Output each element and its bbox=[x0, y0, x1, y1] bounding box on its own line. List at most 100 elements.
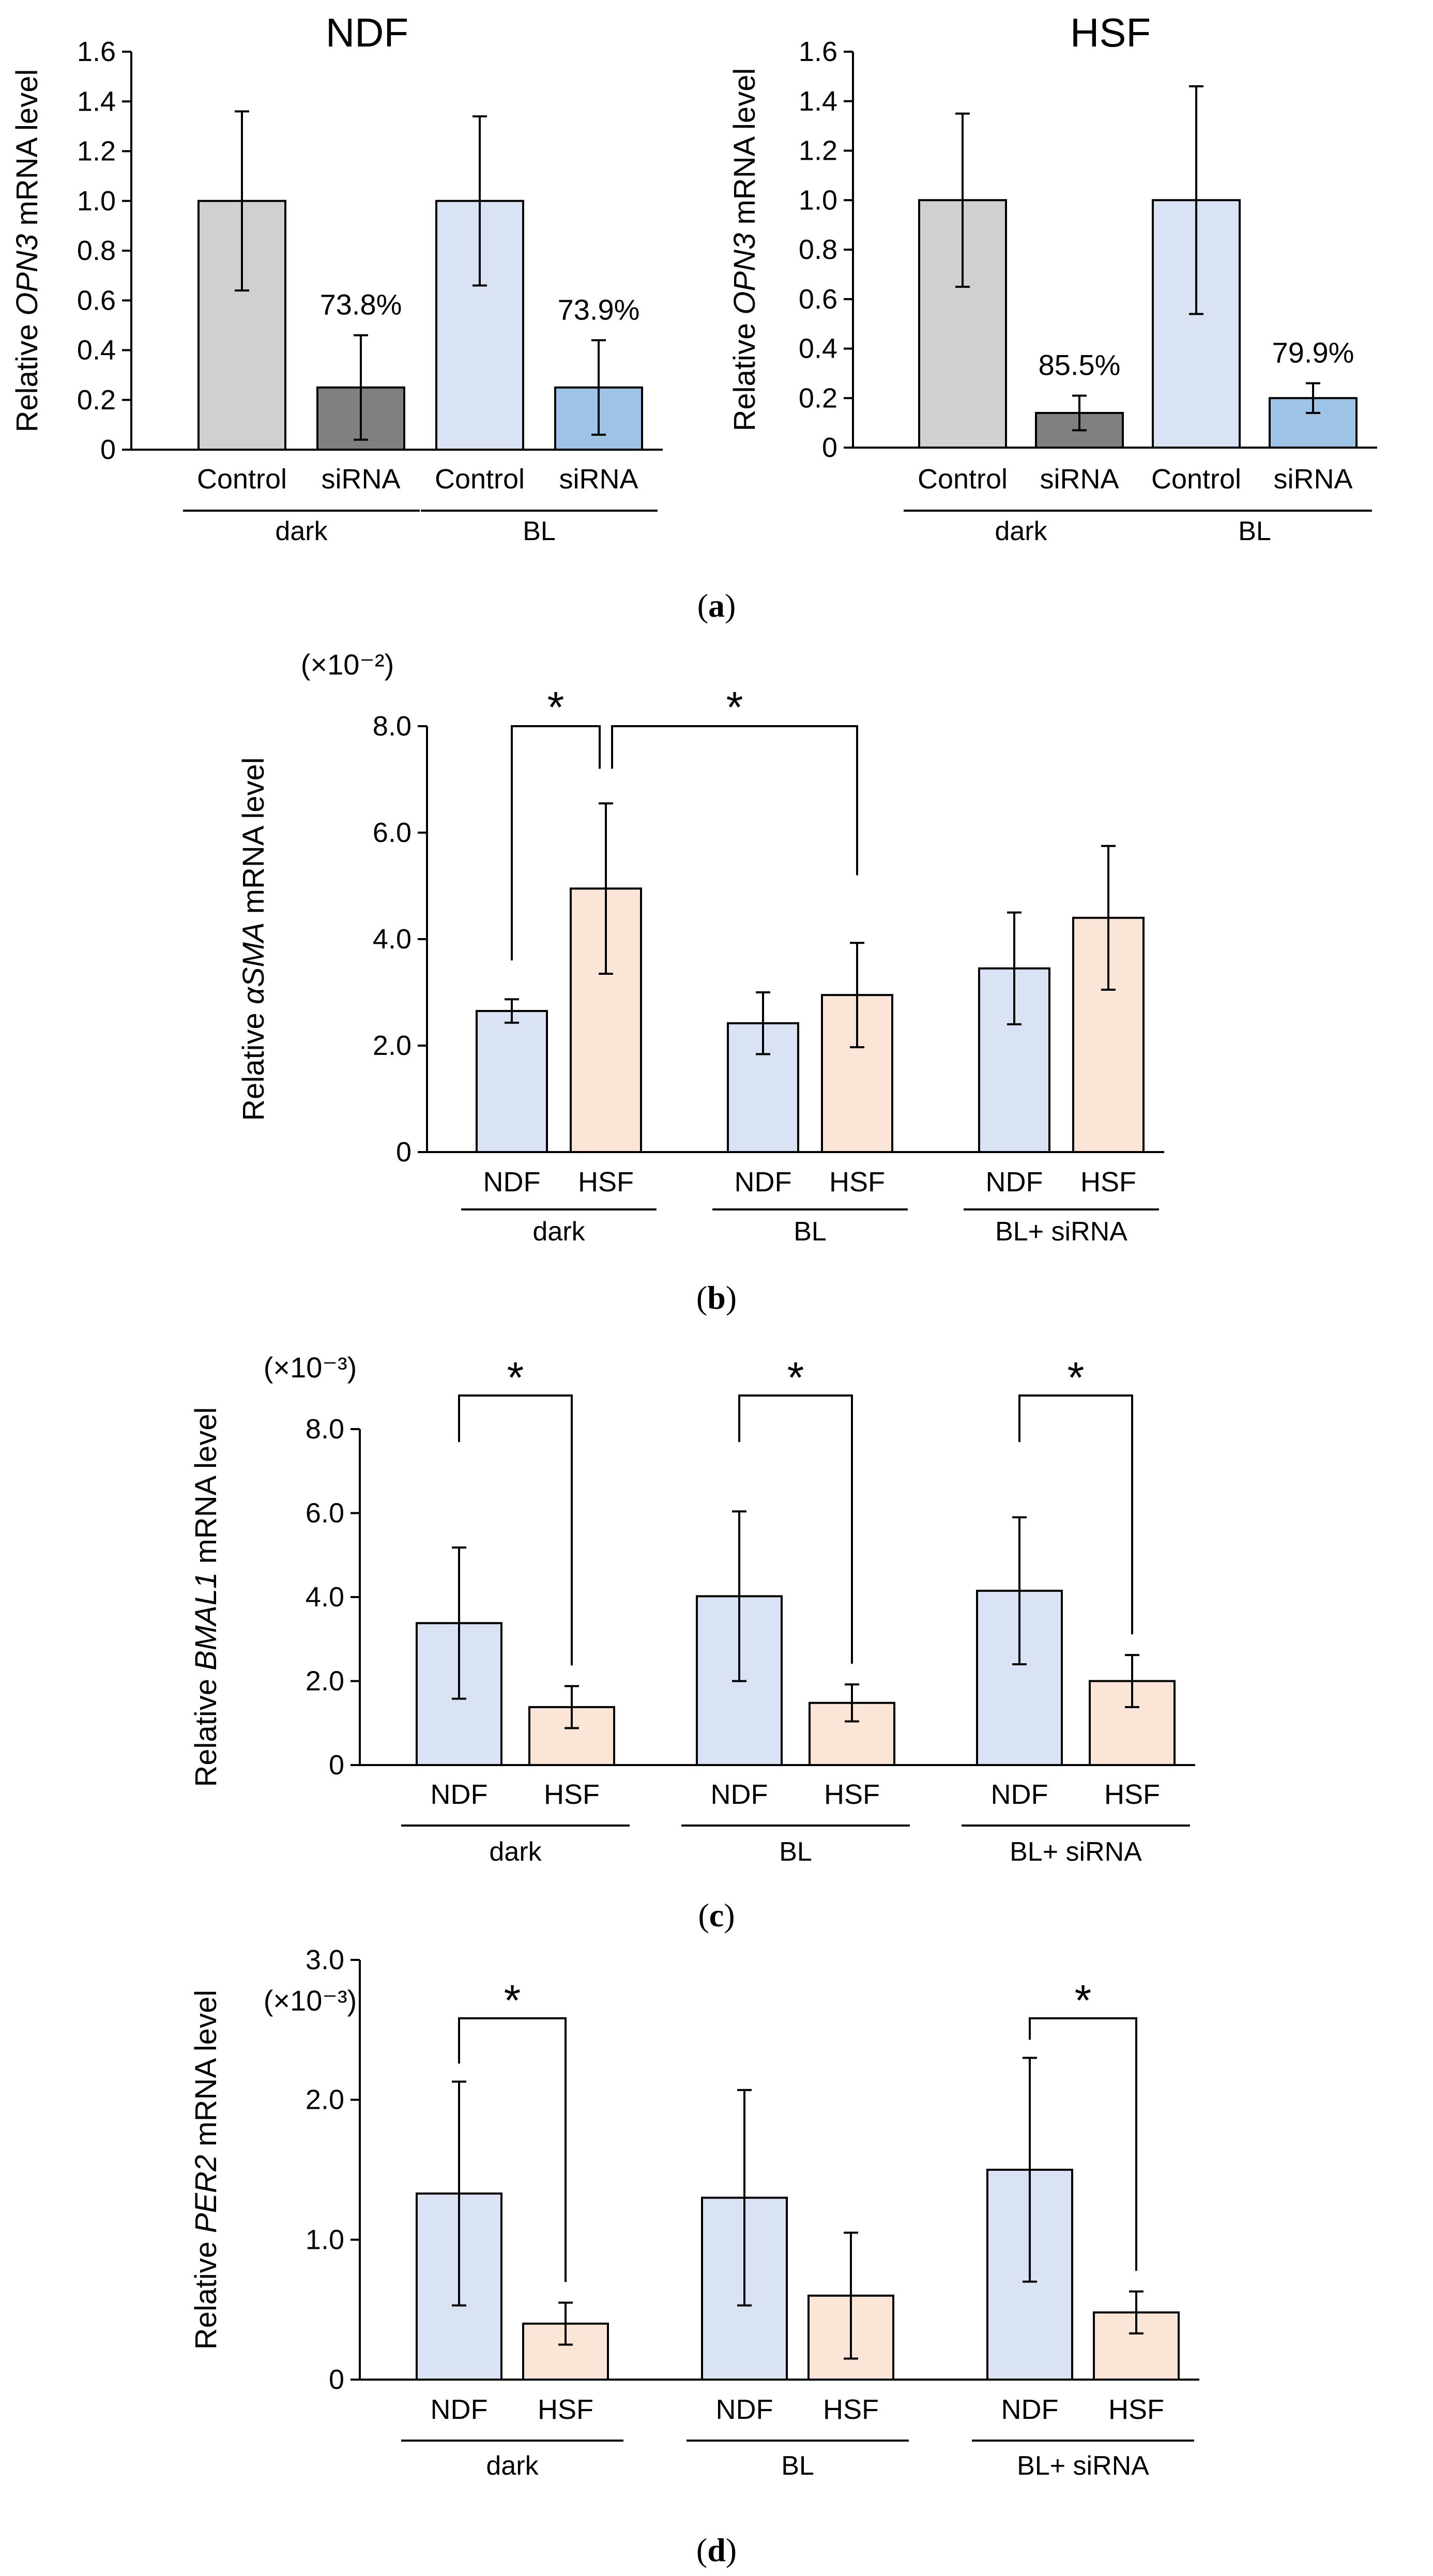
y-axis-label: Relative αSMA mRNA level bbox=[237, 757, 270, 1121]
panel-label: (d) bbox=[696, 2532, 737, 2568]
panel-label: (a) bbox=[697, 587, 736, 624]
significance-bracket bbox=[511, 725, 601, 961]
x-category-label: NDF bbox=[431, 2394, 488, 2425]
y-tick-label: 0 bbox=[329, 1750, 344, 1781]
x-category-label: HSF bbox=[823, 2394, 879, 2425]
x-category-label: Control bbox=[918, 464, 1008, 495]
group-label: dark bbox=[489, 1837, 542, 1867]
x-category-label: HSF bbox=[829, 1167, 885, 1198]
group-label: BL+ siRNA bbox=[1017, 2451, 1149, 2481]
y-tick-label: 0 bbox=[100, 434, 116, 465]
y-tick-label: 0.8 bbox=[799, 234, 837, 265]
significance-bracket bbox=[1018, 1394, 1133, 1635]
group-label: dark bbox=[486, 2451, 539, 2481]
x-category-label: NDF bbox=[991, 1779, 1048, 1810]
y-tick-label: 3.0 bbox=[306, 1944, 344, 1975]
y-axis-label: Relative BMAL1 mRNA level bbox=[189, 1407, 223, 1787]
y-tick-label: 6.0 bbox=[373, 817, 411, 848]
y-tick-label: 0.8 bbox=[77, 235, 116, 266]
group-label: dark bbox=[532, 1217, 585, 1247]
y-tick-label: 4.0 bbox=[373, 924, 411, 955]
x-category-label: NDF bbox=[483, 1167, 541, 1198]
significance-bracket bbox=[458, 2017, 567, 2282]
y-tick-label: 0.2 bbox=[77, 385, 116, 416]
y-tick-label: 0.6 bbox=[77, 285, 116, 316]
significance-bracket bbox=[611, 725, 858, 876]
y-tick-label: 1.6 bbox=[799, 36, 837, 67]
x-category-label: Control bbox=[1151, 464, 1241, 495]
x-category-label: NDF bbox=[716, 2394, 773, 2425]
y-tick-label: 2.0 bbox=[373, 1030, 411, 1061]
x-category-label: Control bbox=[197, 464, 287, 495]
bar-annotation: 79.9% bbox=[1272, 336, 1354, 369]
bar-annotation: 85.5% bbox=[1039, 348, 1121, 381]
x-category-label: HSF bbox=[824, 1779, 880, 1810]
group-label: BL bbox=[794, 1217, 827, 1247]
y-tick-label: 8.0 bbox=[306, 1414, 344, 1445]
x-category-label: siRNA bbox=[321, 464, 400, 495]
y-axis-label: Relative OPN3 mRNA level bbox=[10, 69, 44, 433]
y-tick-label: 6.0 bbox=[306, 1498, 344, 1529]
group-label: BL bbox=[1238, 516, 1271, 546]
scale-note: (×10⁻³) bbox=[264, 1351, 357, 1384]
x-category-label: siRNA bbox=[1273, 464, 1352, 495]
y-axis-label: Relative OPN3 mRNA level bbox=[728, 68, 761, 432]
x-category-label: HSF bbox=[544, 1779, 600, 1810]
significance-star: * bbox=[726, 683, 743, 731]
x-category-label: NDF bbox=[431, 1779, 488, 1810]
group-label: BL bbox=[779, 1837, 812, 1867]
significance-star: * bbox=[547, 683, 565, 731]
y-tick-label: 0.6 bbox=[799, 284, 837, 315]
significance-star: * bbox=[1068, 1353, 1085, 1402]
group-label: BL bbox=[781, 2451, 814, 2481]
y-tick-label: 1.0 bbox=[77, 186, 116, 217]
y-tick-label: 4.0 bbox=[306, 1582, 344, 1613]
y-tick-label: 1.2 bbox=[77, 136, 116, 167]
y-tick-label: 1.4 bbox=[799, 86, 837, 117]
y-tick-label: 2.0 bbox=[306, 1666, 344, 1697]
y-tick-label: 0 bbox=[822, 432, 837, 463]
y-tick-label: 0.2 bbox=[799, 382, 837, 413]
scale-note: (×10⁻²) bbox=[301, 648, 394, 681]
x-category-label: Control bbox=[435, 464, 525, 495]
x-category-label: NDF bbox=[986, 1167, 1043, 1198]
chart-title: HSF bbox=[1070, 10, 1151, 55]
y-tick-label: 1.2 bbox=[799, 135, 837, 166]
panel-label: (b) bbox=[696, 1279, 737, 1316]
bar-annotation: 73.9% bbox=[558, 293, 640, 326]
group-label: dark bbox=[275, 516, 328, 546]
y-tick-label: 1.0 bbox=[799, 185, 837, 216]
x-category-label: HSF bbox=[1104, 1779, 1160, 1810]
group-label: BL bbox=[523, 516, 556, 546]
y-tick-label: 1.4 bbox=[77, 86, 116, 117]
significance-star: * bbox=[1075, 1976, 1092, 2025]
y-tick-label: 0.4 bbox=[77, 335, 116, 366]
significance-star: * bbox=[504, 1976, 521, 2025]
chart-title: NDF bbox=[326, 10, 408, 55]
significance-star: * bbox=[507, 1353, 524, 1402]
x-category-label: HSF bbox=[1108, 2394, 1164, 2425]
x-category-label: NDF bbox=[735, 1167, 792, 1198]
y-tick-label: 2.0 bbox=[306, 2084, 344, 2115]
x-category-label: siRNA bbox=[1040, 464, 1119, 495]
scale-note: (×10⁻³) bbox=[264, 1984, 357, 2017]
y-tick-label: 0 bbox=[396, 1137, 411, 1168]
y-tick-label: 1.0 bbox=[306, 2224, 344, 2255]
significance-star: * bbox=[787, 1353, 804, 1402]
significance-bracket bbox=[458, 1394, 573, 1666]
x-category-label: HSF bbox=[538, 2394, 593, 2425]
significance-bracket bbox=[738, 1394, 853, 1664]
bar bbox=[476, 1010, 548, 1154]
bar-annotation: 73.8% bbox=[320, 288, 402, 321]
group-label: BL+ siRNA bbox=[995, 1217, 1127, 1247]
group-label: BL+ siRNA bbox=[1010, 1837, 1142, 1867]
panel-label: (c) bbox=[698, 1897, 735, 1934]
y-tick-label: 8.0 bbox=[373, 711, 411, 742]
x-category-label: siRNA bbox=[559, 464, 638, 495]
y-tick-label: 0 bbox=[329, 2364, 344, 2395]
x-category-label: NDF bbox=[711, 1779, 768, 1810]
x-category-label: HSF bbox=[578, 1167, 634, 1198]
y-tick-label: 0.4 bbox=[799, 333, 837, 364]
